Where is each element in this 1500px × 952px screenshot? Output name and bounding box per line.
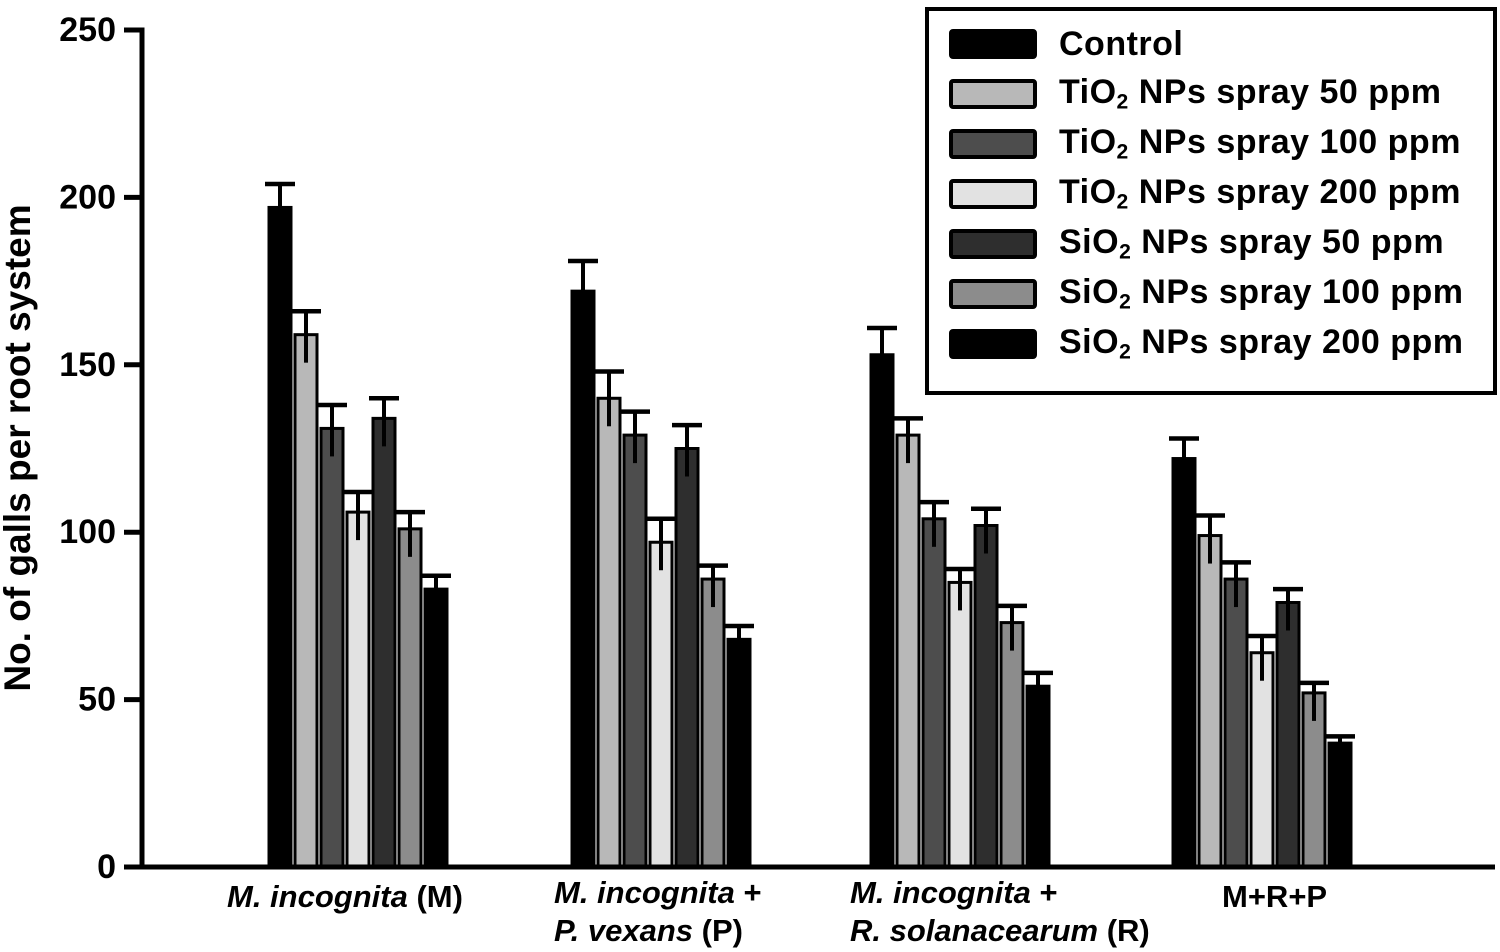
x-category-label: M. incognita (M) [227,879,463,914]
y-tick-label: 0 [97,848,116,886]
bar [1197,534,1223,869]
legend-swatch [949,179,1037,209]
legend-item: SiO2 NPs spray 100 ppm [929,269,1493,319]
error-bars-layer [265,181,1355,772]
bar [423,587,449,869]
legend-item: TiO2 NPs spray 200 ppm [929,169,1493,219]
bar [293,333,319,869]
chart-legend: Control TiO2 NPs spray 50 ppm TiO2 NPs spr… [925,7,1497,395]
legend-label: SiO2 NPs spray 200 ppm [1059,323,1464,364]
legend-swatch [949,129,1037,159]
x-category-label: M+R+P [1222,879,1328,914]
bar [921,517,947,869]
bar [869,353,895,869]
bar [947,580,973,869]
legend-label: SiO2 NPs spray 50 ppm [1059,223,1445,264]
legend-item: SiO2 NPs spray 200 ppm [929,319,1493,369]
bar [1223,577,1249,869]
legend-item: Control [929,19,1493,69]
bar [397,527,423,869]
legend-item: SiO2 NPs spray 50 ppm [929,219,1493,269]
bar [674,447,700,869]
legend-swatch [949,29,1037,59]
legend-swatch [949,229,1037,259]
bar [622,433,648,869]
bar [319,426,345,869]
legend-label: TiO2 NPs spray 200 ppm [1059,173,1461,214]
bar [973,524,999,869]
legend-swatch [949,79,1037,109]
y-tick-label: 200 [59,178,116,216]
bar [345,510,371,869]
legend-item: TiO2 NPs spray 50 ppm [929,69,1493,119]
bar [1249,651,1275,869]
legend-label: TiO2 NPs spray 100 ppm [1059,123,1461,164]
legend-swatch [949,279,1037,309]
legend-label: Control [1059,24,1184,63]
bar [895,433,921,869]
bar [700,577,726,869]
y-axis-title: No. of galls per root system [0,204,38,691]
legend-swatch [949,329,1037,359]
bar [999,621,1025,869]
y-tick-label: 50 [78,681,116,719]
y-tick-label: 150 [59,346,116,384]
bar [267,205,293,869]
bar [648,540,674,869]
y-tick-label: 100 [59,513,116,551]
legend-label: SiO2 NPs spray 100 ppm [1059,273,1464,314]
x-category-label: M. incognita + R. solanacearum (R) [850,875,1150,948]
legend-label: TiO2 NPs spray 50 ppm [1059,73,1442,114]
y-tick-label: 250 [59,11,116,49]
bar [371,416,397,869]
x-category-label: M. incognita + P. vexans (P) [554,875,762,948]
bar [570,289,596,869]
bar [1275,601,1301,869]
bar [596,396,622,869]
legend-item: TiO2 NPs spray 100 ppm [929,119,1493,169]
bar [1171,457,1197,869]
bar [726,637,752,869]
